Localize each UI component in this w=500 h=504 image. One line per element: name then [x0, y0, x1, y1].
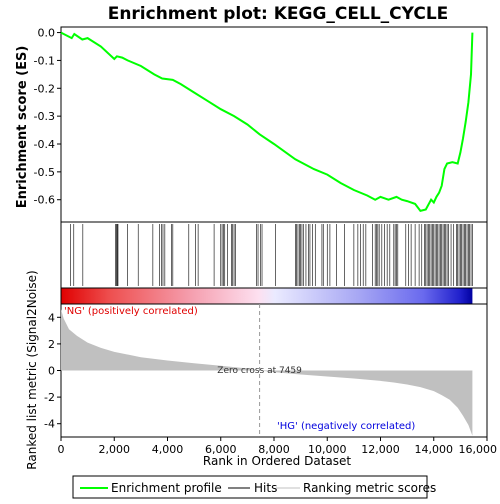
rank-x-tick-label: 12,000 [361, 443, 400, 456]
rank-x-axis-label: Rank in Ordered Dataset [203, 454, 351, 468]
es-y-tick-label: -0.3 [34, 110, 55, 123]
legend-label-enrichment-profile: Enrichment profile [111, 481, 222, 495]
rank-x-tick-label: 14,000 [415, 443, 454, 456]
zero-cross-label: Zero cross at 7459 [217, 366, 302, 376]
rank-x-tick-label: 4,000 [152, 443, 184, 456]
metric-y-tick-label: -2 [44, 391, 55, 404]
hits-panel-frame [60, 221, 488, 289]
legend: Enrichment profile Hits Ranking metric s… [72, 475, 436, 499]
rank-x-tick-label: 8,000 [258, 443, 290, 456]
metric-y-tick-label: -4 [44, 418, 55, 431]
hit-lines [70, 224, 473, 286]
rank-x-tick-label: 10,000 [308, 443, 347, 456]
metric-panel: 'NG' (positively correlated) 'HG' (negat… [25, 270, 497, 469]
negative-correlation-label: 'HG' (negatively correlated) [277, 421, 415, 432]
metric-y-tick-label: 2 [48, 338, 55, 351]
metric-y-ticks: 4 2 0 -2 -4 [44, 311, 61, 431]
es-panel: 0.0 -0.1 -0.2 -0.3 -0.4 -0.5 -0.6 Enrichment s… [15, 26, 488, 223]
es-y-axis-label: Enrichment score (ES) [15, 46, 30, 209]
es-y-tick-label: -0.2 [34, 82, 55, 95]
rank-color-bar [61, 288, 473, 304]
metric-y-tick-label: 4 [48, 311, 55, 324]
rank-heatbar [60, 287, 488, 305]
positive-correlation-label: 'NG' (positively correlated) [64, 306, 198, 317]
metric-y-axis-label: Ranked list metric (Signal2Noise) [25, 270, 39, 469]
es-y-tick-label: 0.0 [38, 27, 56, 40]
rank-x-tick-label: 0 [58, 443, 65, 456]
rank-x-tick-label: 6,000 [205, 443, 237, 456]
rank-x-tick-label: 2,000 [99, 443, 131, 456]
es-y-ticks: 0.0 -0.1 -0.2 -0.3 -0.4 -0.5 -0.6 [34, 27, 61, 207]
es-y-tick-label: -0.4 [34, 138, 55, 151]
hits-panel [60, 221, 488, 289]
enrichment-profile-line [60, 31, 474, 213]
metric-y-tick-label: 0 [48, 365, 55, 378]
rank-x-tick-label: 16,000 [459, 443, 498, 456]
legend-frame [72, 475, 428, 499]
rank-x-ticks: 0 2,000 4,000 6,000 8,000 10,000 12,000 14,000 1… [58, 437, 498, 456]
es-y-tick-label: -0.6 [34, 194, 55, 207]
legend-label-ranking-metric-scores: Ranking metric scores [303, 481, 436, 495]
chart-title: Enrichment plot: KEGG_CELL_CYCLE [108, 4, 449, 24]
legend-label-hits: Hits [254, 481, 277, 495]
es-y-tick-label: -0.1 [34, 54, 55, 67]
ranking-metric-area [61, 309, 473, 436]
es-panel-frame [60, 26, 488, 223]
es-y-tick-label: -0.5 [34, 166, 55, 179]
